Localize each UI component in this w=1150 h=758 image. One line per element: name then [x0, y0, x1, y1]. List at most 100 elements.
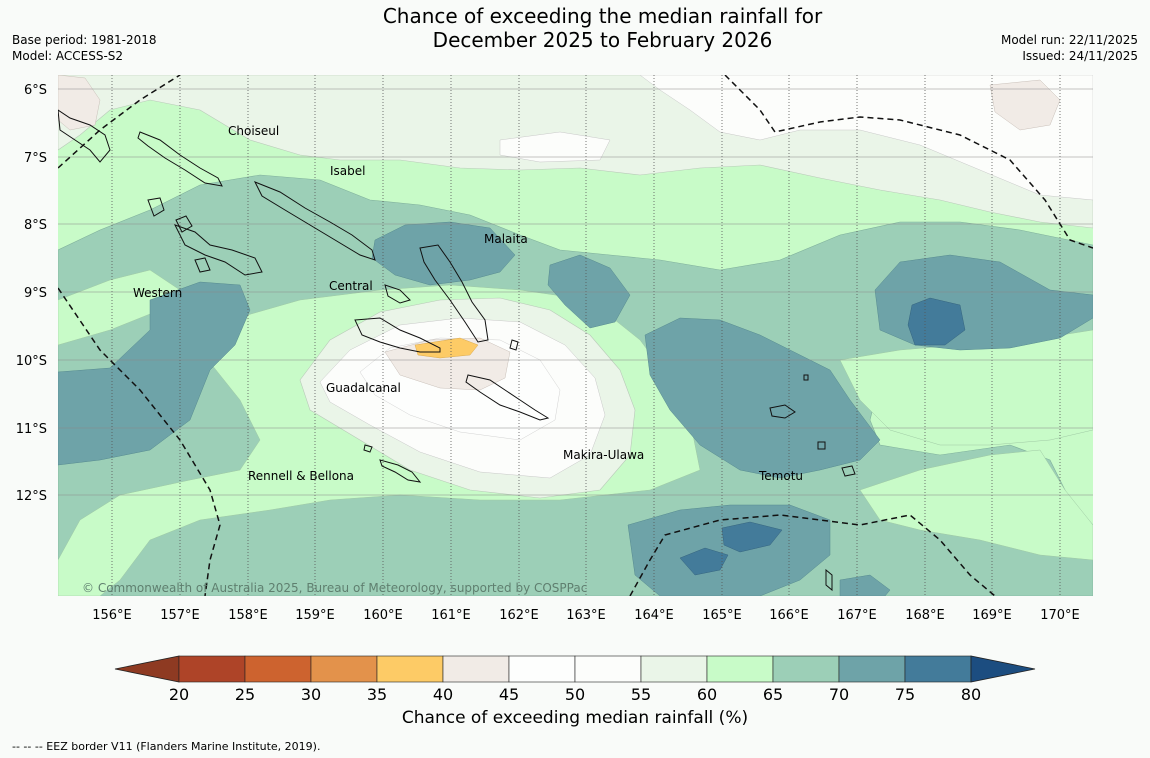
colorbar-bin	[244, 655, 312, 683]
zone-75-80-east	[907, 297, 966, 346]
island-new-georgia	[174, 224, 263, 276]
lon-label: 169°E	[972, 608, 1012, 623]
lon-label: 158°E	[228, 608, 268, 623]
colorbar-tick-label: 35	[367, 685, 387, 704]
lon-label: 161°E	[431, 608, 471, 623]
lon-label: 163°E	[566, 608, 606, 623]
island-choiseul	[137, 131, 223, 187]
colorbar-tick-label: 75	[895, 685, 915, 704]
colorbar-bin	[442, 655, 510, 683]
lat-label: 6°S	[24, 83, 47, 98]
region-label-central: Central	[329, 279, 373, 293]
island-bougainville	[58, 109, 111, 163]
eez-footnote: -- -- -- EEZ border V11 (Flanders Marine…	[12, 740, 321, 753]
colorbar-tick-label: 50	[565, 685, 585, 704]
zone-75-80-south-a	[721, 521, 783, 553]
colorbar-tick-label: 70	[829, 685, 849, 704]
island-vella-lavella	[147, 197, 165, 217]
meta-left: Base period: 1981-2018 Model: ACCESS-S2	[12, 32, 157, 64]
island-rendova	[194, 257, 211, 273]
zone-70-75-west	[58, 281, 251, 466]
lon-label: 166°E	[769, 608, 809, 623]
island-reef	[803, 374, 809, 381]
lon-label: 165°E	[702, 608, 742, 623]
lat-label: 10°S	[16, 354, 47, 369]
colorbar-bin	[310, 655, 378, 683]
island-utupua	[841, 465, 856, 477]
lon-label: 156°E	[92, 608, 132, 623]
island-anuta	[825, 568, 833, 592]
coastlines	[58, 109, 856, 592]
region-label-malaita: Malaita	[484, 232, 528, 246]
colorbar-tick-label: 55	[631, 685, 651, 704]
island-santa-cruz	[769, 404, 796, 419]
title-line-1: Chance of exceeding the median rainfall …	[382, 4, 823, 28]
island-isabel	[253, 181, 376, 261]
island-malaita	[419, 244, 489, 343]
zone-40-45-ne	[989, 79, 1061, 131]
region-label-isabel: Isabel	[330, 164, 365, 178]
island-guadalcanal	[354, 317, 441, 353]
region-label-western: Western	[133, 286, 182, 300]
colorbar-bin	[508, 655, 576, 683]
region-label-rennell-bellona: Rennell & Bellona	[248, 469, 354, 483]
lon-label: 164°E	[634, 608, 674, 623]
colorbar-bin	[376, 655, 444, 683]
lon-label: 168°E	[905, 608, 945, 623]
colorbar-tick-label: 20	[169, 685, 189, 704]
lon-label: 167°E	[837, 608, 877, 623]
colorbar-bin	[640, 655, 708, 683]
colorbar-tick-label: 80	[961, 685, 981, 704]
zone-70-75-center-east	[547, 254, 631, 329]
copyright-text: © Commonwealth of Australia 2025, Bureau…	[82, 581, 587, 595]
lon-label: 162°E	[499, 608, 539, 623]
colorbar-tick-label: 65	[763, 685, 783, 704]
colorbar-title: Chance of exceeding median rainfall (%)	[401, 708, 749, 728]
colorbar-low-extend	[114, 655, 180, 683]
colorbar-tick-label: 45	[499, 685, 519, 704]
base-period: Base period: 1981-2018	[12, 33, 157, 47]
colorbar-bin	[574, 655, 642, 683]
colorbar-tick-label: 25	[235, 685, 255, 704]
region-label-temotu: Temotu	[758, 469, 803, 483]
zone-50-55-north-small	[499, 131, 611, 163]
colorbar-bin	[178, 655, 246, 683]
island-kolombangara	[175, 215, 193, 233]
zone-50-55-north	[639, 75, 1093, 201]
meta-right: Model run: 22/11/2025 Issued: 24/11/2025	[1001, 32, 1138, 64]
title-line-2: December 2025 to February 2026	[432, 28, 773, 52]
lon-label: 159°E	[295, 608, 335, 623]
lat-lines	[58, 88, 1093, 496]
colorbar-tick-label: 60	[697, 685, 717, 704]
island-makira	[465, 374, 550, 421]
colorbar-bin	[838, 655, 906, 683]
colorbar-tick-label: 40	[433, 685, 453, 704]
island-nggela	[384, 284, 411, 304]
lat-label: 7°S	[24, 151, 47, 166]
island-rennell	[379, 459, 422, 483]
issued-date: Issued: 24/11/2025	[1022, 49, 1138, 63]
colorbar-tick-label: 30	[301, 685, 321, 704]
map-title: Chance of exceeding the median rainfall …	[300, 4, 905, 52]
probability-field: Choiseul Isabel Malaita Central Western …	[58, 75, 1093, 596]
region-label-choiseul: Choiseul	[228, 124, 279, 138]
region-label-makira-ulawa: Makira-Ulawa	[563, 448, 644, 462]
colorbar-bin	[904, 655, 972, 683]
lat-axis: 6°S 7°S 8°S 9°S 10°S 11°S 12°S	[16, 83, 47, 504]
colorbar: 20 25 30 35 40 45 50 55 60 65 70 75 80	[114, 655, 1036, 704]
model-name: Model: ACCESS-S2	[12, 49, 124, 63]
colorbar-high-extend	[970, 655, 1036, 683]
lon-label: 157°E	[160, 608, 200, 623]
lon-axis: 156°E 157°E 158°E 159°E 160°E 161°E 162°…	[92, 608, 1080, 623]
zone-75-80-south-b	[679, 547, 729, 576]
island-ulawa	[509, 339, 519, 351]
zone-60-65-se	[859, 449, 1093, 561]
colorbar-bin	[706, 655, 774, 683]
lon-label: 160°E	[363, 608, 403, 623]
lat-label: 11°S	[16, 422, 47, 437]
zone-70-75-south	[627, 504, 831, 596]
island-bellona	[363, 444, 373, 453]
island-vanikoro	[817, 441, 826, 450]
model-run: Model run: 22/11/2025	[1000, 33, 1138, 47]
region-label-guadalcanal: Guadalcanal	[326, 381, 401, 395]
